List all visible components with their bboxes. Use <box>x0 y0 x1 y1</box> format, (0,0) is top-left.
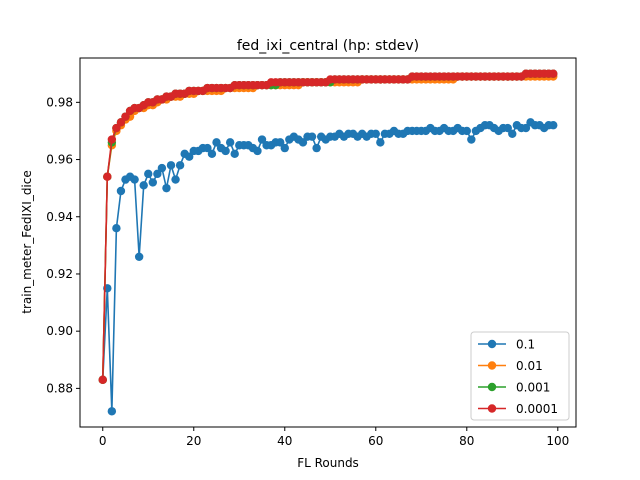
chart-title: fed_ixi_central (hp: stdev) <box>237 38 419 54</box>
data-point <box>148 178 158 187</box>
x-tick-label: 100 <box>546 434 569 448</box>
data-point <box>112 123 121 133</box>
data-point <box>257 135 267 144</box>
data-point <box>280 143 289 153</box>
data-point <box>130 175 139 184</box>
x-axis-ticks: 0 20 40 60 80 100 <box>99 427 569 448</box>
data-point <box>203 143 212 153</box>
legend-label: 0.0001 <box>516 402 558 416</box>
data-point <box>139 181 148 190</box>
plot-area <box>79 57 577 428</box>
legend-entry: 0.1 <box>478 338 535 352</box>
data-point <box>371 129 380 138</box>
data-point <box>508 129 517 138</box>
data-point <box>549 121 558 130</box>
data-point <box>157 163 167 173</box>
data-point <box>549 69 558 78</box>
y-tick-label: 0.98 <box>46 95 73 109</box>
data-point <box>521 123 531 133</box>
data-point <box>225 138 235 147</box>
data-point <box>162 183 171 193</box>
legend-marker <box>487 339 497 349</box>
data-point <box>171 175 180 184</box>
y-tick-label: 0.94 <box>46 210 73 224</box>
legend-entry: 0.001 <box>478 381 550 395</box>
data-point <box>376 138 385 147</box>
legend-label: 0.01 <box>516 359 543 373</box>
y-axis-ticks: 0.88 0.90 0.92 0.94 0.96 0.98 <box>46 95 80 395</box>
x-tick-label: 40 <box>277 434 292 448</box>
data-point <box>103 172 112 181</box>
data-point <box>298 138 308 147</box>
data-point <box>116 186 126 196</box>
data-point <box>112 224 121 233</box>
x-tick-label: 20 <box>186 434 201 448</box>
axes-frame <box>79 57 577 428</box>
data-point <box>503 123 512 133</box>
data-point <box>107 135 117 144</box>
x-tick-label: 80 <box>459 434 474 448</box>
data-point <box>107 407 117 416</box>
data-point <box>467 135 476 144</box>
data-point <box>134 252 144 261</box>
legend-marker <box>487 404 497 413</box>
legend-label: 0.1 <box>516 338 535 352</box>
data-point <box>212 138 221 147</box>
series-layer <box>98 69 558 416</box>
data-point <box>312 143 321 153</box>
data-point <box>185 152 194 161</box>
legend-box <box>470 331 570 421</box>
data-point <box>98 375 107 384</box>
y-tick-label: 0.92 <box>46 267 73 281</box>
data-point <box>121 112 130 121</box>
y-tick-label: 0.90 <box>46 324 73 338</box>
legend-marker <box>487 361 497 370</box>
y-tick-label: 0.96 <box>46 153 73 167</box>
series-0-0001 <box>98 69 558 384</box>
data-point <box>166 161 176 170</box>
data-point <box>144 169 153 179</box>
data-point <box>153 169 162 179</box>
legend-label: 0.001 <box>516 381 550 395</box>
x-tick-label: 0 <box>99 434 107 448</box>
data-point <box>276 138 285 147</box>
legend: 0.1 0.01 0.001 0.0001 <box>470 331 570 421</box>
data-point <box>253 146 262 156</box>
y-axis-label: train_meter_FedIXI_dice <box>20 170 34 314</box>
data-point <box>230 149 239 159</box>
x-axis-label: FL Rounds <box>297 456 359 470</box>
data-point <box>175 161 185 170</box>
data-point <box>462 126 471 136</box>
data-point <box>207 149 217 159</box>
legend-entries: 0.1 0.01 0.001 0.0001 <box>478 338 558 416</box>
data-point <box>116 118 126 127</box>
legend-marker <box>487 382 497 392</box>
data-point <box>307 132 317 141</box>
legend-entry: 0.01 <box>478 359 543 373</box>
legend-entry: 0.0001 <box>478 402 558 416</box>
series-0-1 <box>98 118 558 416</box>
x-tick-label: 60 <box>368 434 383 448</box>
data-point <box>221 146 230 156</box>
y-tick-label: 0.88 <box>46 381 73 395</box>
